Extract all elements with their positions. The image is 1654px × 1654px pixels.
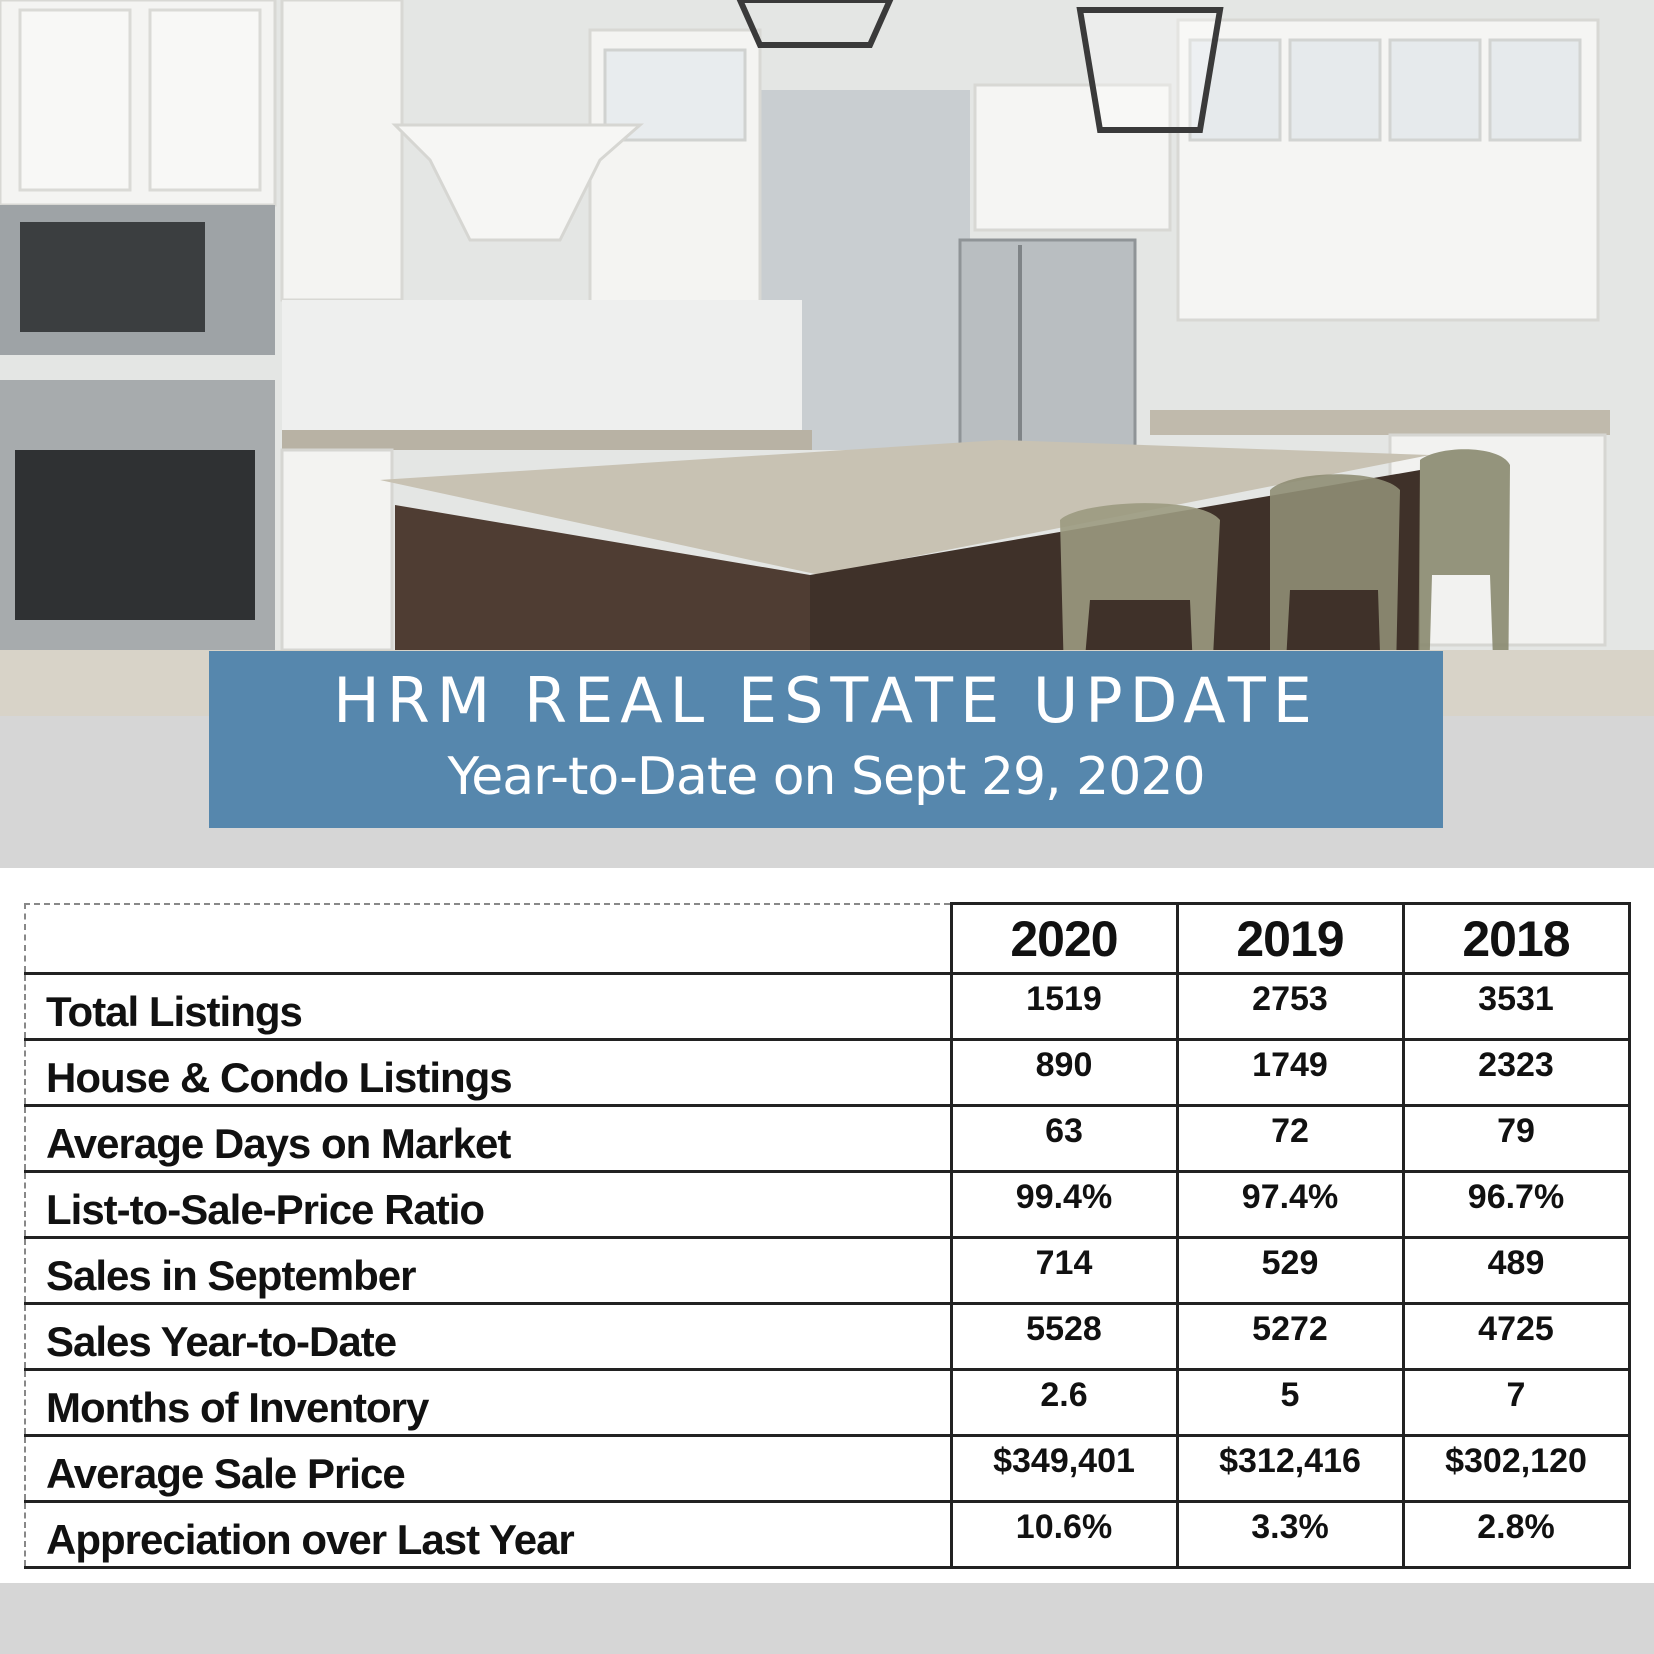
metric-value: 5 — [1175, 1368, 1405, 1437]
metric-value: 5272 — [1175, 1302, 1405, 1371]
year-header: 2020 — [949, 902, 1179, 975]
header-row: 2020 2019 2018 — [24, 902, 1631, 975]
metric-value: 63 — [949, 1104, 1179, 1173]
metric-value: 890 — [949, 1038, 1179, 1107]
table-row: Sales in September 714 529 489 — [24, 1236, 1631, 1305]
banner-title: HRM REAL ESTATE UPDATE — [333, 664, 1319, 737]
metric-value: 2.8% — [1401, 1500, 1631, 1569]
metric-value: 7 — [1401, 1368, 1631, 1437]
year-header: 2019 — [1175, 902, 1405, 975]
metric-label: Average Days on Market — [24, 1104, 953, 1173]
table-row: List-to-Sale-Price Ratio 99.4% 97.4% 96.… — [24, 1170, 1631, 1239]
metric-label: Sales Year-to-Date — [24, 1302, 953, 1371]
metric-value: 2.6 — [949, 1368, 1179, 1437]
kitchen-photo — [0, 0, 1654, 716]
metric-value: $302,120 — [1401, 1434, 1631, 1503]
metric-value: 1519 — [949, 972, 1179, 1041]
metric-value: 2323 — [1401, 1038, 1631, 1107]
metric-value: 1749 — [1175, 1038, 1405, 1107]
metric-value: 3.3% — [1175, 1500, 1405, 1569]
table-row: Sales Year-to-Date 5528 5272 4725 — [24, 1302, 1631, 1371]
metric-value: 97.4% — [1175, 1170, 1405, 1239]
metric-value: $312,416 — [1175, 1434, 1405, 1503]
metric-label: Months of Inventory — [24, 1368, 953, 1437]
banner-subtitle: Year-to-Date on Sept 29, 2020 — [447, 747, 1205, 807]
metric-value: 79 — [1401, 1104, 1631, 1173]
table-row: Average Sale Price $349,401 $312,416 $30… — [24, 1434, 1631, 1503]
table-row: House & Condo Listings 890 1749 2323 — [24, 1038, 1631, 1107]
stats-table: 2020 2019 2018 Total Listings 1519 2753 … — [24, 902, 1631, 1569]
year-header: 2018 — [1401, 902, 1631, 975]
metric-value: 3531 — [1401, 972, 1631, 1041]
table-row: Total Listings 1519 2753 3531 — [24, 972, 1631, 1041]
stats-panel: 2020 2019 2018 Total Listings 1519 2753 … — [0, 868, 1654, 1583]
metric-value: 10.6% — [949, 1500, 1179, 1569]
metric-value: 714 — [949, 1236, 1179, 1305]
metric-value: 72 — [1175, 1104, 1405, 1173]
table-row: Appreciation over Last Year 10.6% 3.3% 2… — [24, 1500, 1631, 1569]
metric-label: Average Sale Price — [24, 1434, 953, 1503]
kitchen-illustration — [0, 0, 1654, 716]
metric-value: 5528 — [949, 1302, 1179, 1371]
title-banner: HRM REAL ESTATE UPDATE Year-to-Date on S… — [209, 651, 1443, 828]
metric-value: 99.4% — [949, 1170, 1179, 1239]
header-corner-cell — [24, 902, 953, 975]
metric-value: 4725 — [1401, 1302, 1631, 1371]
metric-label: Sales in September — [24, 1236, 953, 1305]
metric-value: 529 — [1175, 1236, 1405, 1305]
table-row: Months of Inventory 2.6 5 7 — [24, 1368, 1631, 1437]
metric-label: Appreciation over Last Year — [24, 1500, 953, 1569]
metric-value: 2753 — [1175, 972, 1405, 1041]
metric-label: House & Condo Listings — [24, 1038, 953, 1107]
metric-value: 489 — [1401, 1236, 1631, 1305]
metric-label: Total Listings — [24, 972, 953, 1041]
metric-value: $349,401 — [949, 1434, 1179, 1503]
metric-value: 96.7% — [1401, 1170, 1631, 1239]
metric-label: List-to-Sale-Price Ratio — [24, 1170, 953, 1239]
table-row: Average Days on Market 63 72 79 — [24, 1104, 1631, 1173]
